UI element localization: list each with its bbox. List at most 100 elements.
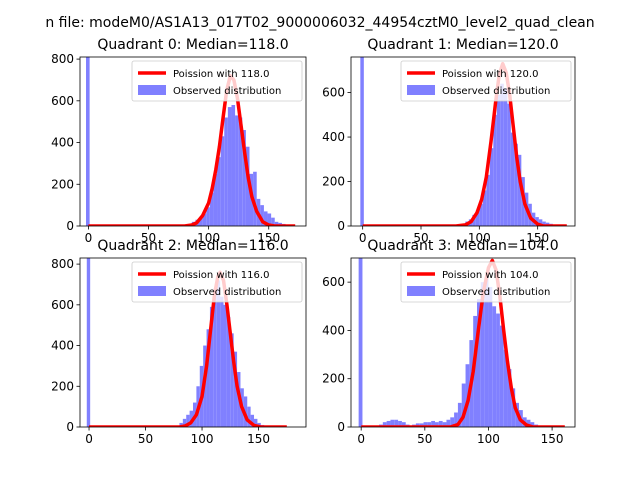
histogram-bar: [477, 299, 481, 427]
legend-box: [131, 60, 303, 102]
histogram-bar: [473, 315, 477, 427]
y-tick-label: 0: [66, 219, 74, 233]
histogram-bar: [438, 420, 443, 427]
y-tick-label: 200: [322, 175, 345, 189]
histogram-bar: [415, 423, 420, 427]
x-tick-label: 50: [417, 432, 432, 446]
y-tick-label: 600: [51, 298, 74, 312]
histogram-bar: [394, 419, 399, 427]
x-tick-label: 0: [85, 231, 93, 245]
x-tick-label: 100: [191, 432, 214, 446]
histogram-bar: [488, 286, 493, 427]
histogram-bar: [213, 288, 217, 427]
histogram-bar: [263, 211, 268, 226]
histogram-bar: [507, 369, 512, 427]
y-tick-label: 600: [322, 275, 345, 289]
histogram-bar: [358, 258, 363, 427]
histogram-bar: [503, 88, 508, 226]
x-tick-label: 0: [85, 432, 93, 446]
x-tick-label: 50: [413, 231, 428, 245]
y-tick-label: 400: [51, 339, 74, 353]
x-tick-label: 150: [247, 432, 270, 446]
histogram-bar: [217, 157, 221, 226]
histogram-bar: [499, 325, 504, 427]
histogram-bar: [446, 419, 451, 427]
histogram-bar: [510, 132, 515, 226]
axes-frame: [350, 257, 576, 428]
histogram-bar: [209, 192, 214, 226]
histogram-bar: [489, 148, 494, 226]
y-tick-label: 200: [51, 379, 74, 393]
y-tick-label: 600: [322, 86, 345, 100]
histogram-bar: [514, 143, 518, 226]
histogram-bar: [517, 154, 522, 226]
histogram-bar: [235, 115, 239, 226]
legend-histogram-swatch: [407, 85, 435, 95]
quadrant-panel-3: 0 50 100 150 0 200 400 600 Quadrant 3: Median=10…: [322, 238, 576, 446]
histogram-bar: [242, 130, 246, 226]
histogram-bar: [427, 422, 432, 427]
x-tick-label: 0: [357, 432, 365, 446]
legend-histogram-label: Observed distribution: [173, 86, 281, 97]
histogram-bar: [253, 171, 257, 226]
quadrant-panel-1: 0 50 100 150 0 200 400 600 Quadrant 1: Median=12…: [322, 37, 576, 245]
axes-frame: [350, 56, 576, 227]
legend-box: [400, 261, 572, 303]
quadrant-panel-2: 0 50 100 150 0 200 400 600 800 Quadrant 2: Median…: [51, 238, 307, 446]
legend-curve-label: Poission with 104.0: [442, 270, 538, 281]
histogram-bar: [223, 304, 227, 427]
x-tick-label: 150: [257, 231, 280, 245]
x-tick-label: 0: [359, 231, 367, 245]
histogram-bar: [475, 210, 480, 226]
histogram-bar: [260, 205, 264, 226]
x-tick-label: 100: [477, 432, 500, 446]
y-tick-label: 0: [337, 219, 345, 233]
histogram-bar: [216, 280, 221, 427]
y-tick-label: 800: [51, 257, 74, 271]
plot-area: [86, 57, 296, 226]
legend: Poission with 116.0 Observed distribution: [131, 261, 303, 303]
histogram-bar: [230, 333, 234, 427]
legend-curve-label: Poission with 118.0: [173, 69, 269, 80]
histogram-bar: [390, 419, 395, 427]
histogram-bar: [186, 414, 190, 427]
histogram-bar: [457, 402, 462, 427]
histogram-bar: [247, 406, 251, 427]
histogram-bar: [206, 207, 210, 226]
histogram-bar: [398, 420, 402, 427]
histogram-bar: [482, 190, 487, 226]
x-tick-label: 150: [526, 231, 549, 245]
histogram-bar: [484, 277, 489, 427]
histogram-bar: [479, 203, 483, 226]
histogram-bar: [231, 104, 236, 226]
x-tick-label: 100: [468, 231, 491, 245]
plot-area: [86, 258, 287, 427]
histogram-bar: [496, 313, 500, 427]
histogram-bar: [419, 423, 424, 427]
axes-frame: [79, 257, 307, 428]
panel-title: Quadrant 2: Median=116.0: [97, 238, 288, 254]
histogram-bar: [202, 213, 207, 226]
histogram-bar: [213, 173, 218, 226]
histogram-bar: [401, 422, 406, 427]
histogram-bar: [450, 417, 455, 427]
histogram-bar: [189, 410, 193, 427]
plot-area: [360, 57, 567, 226]
histogram-bar: [267, 213, 272, 226]
y-tick-label: 600: [51, 94, 74, 108]
histogram-bar: [254, 418, 258, 427]
x-tick-label: 50: [138, 432, 153, 446]
histogram-bar: [382, 422, 387, 427]
histogram-bar: [227, 107, 232, 226]
legend: Poission with 118.0 Observed distribution: [131, 60, 303, 102]
histogram-bar: [250, 414, 255, 427]
histogram-bar: [538, 219, 543, 226]
x-tick-label: 100: [197, 231, 220, 245]
histogram-bar: [86, 57, 90, 226]
axes-frame: [79, 56, 307, 227]
histogram-bar: [182, 418, 187, 427]
y-tick-label: 400: [322, 130, 345, 144]
legend-curve-label: Poission with 116.0: [173, 270, 269, 281]
panel-title: Quadrant 1: Median=120.0: [367, 37, 558, 53]
histogram-bar: [472, 214, 476, 226]
